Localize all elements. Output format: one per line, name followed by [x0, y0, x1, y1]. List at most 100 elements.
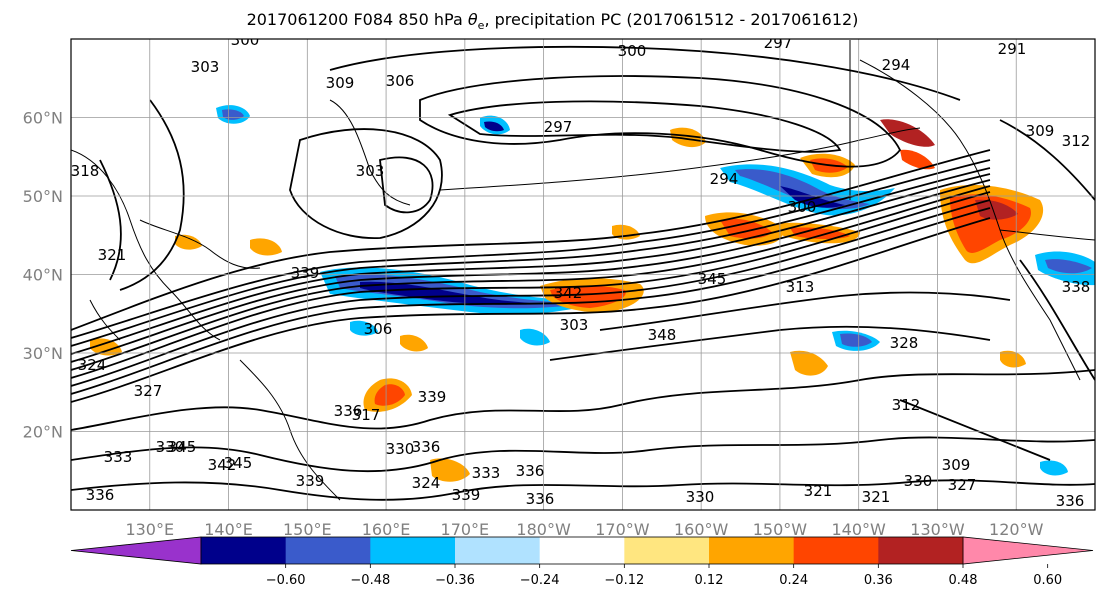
colorbar-frame: [200, 536, 964, 565]
longitude-label: 130°E: [125, 520, 174, 539]
colorbar-swatch: [878, 537, 964, 564]
contour-label: 336: [526, 490, 555, 508]
longitude-label: 120°W: [989, 520, 1044, 539]
contour-label: 297: [544, 118, 573, 136]
map-title: 2017061200 F084 850 hPa θe, precipitatio…: [246, 10, 859, 33]
contour-label: 339: [452, 486, 481, 504]
contour-label: 339: [291, 264, 320, 282]
contour-label: 328: [890, 334, 919, 352]
longitude-label: 160°E: [362, 520, 411, 539]
colorbar-tick-label: 0.36: [864, 573, 893, 588]
contour-label: 309: [1026, 122, 1055, 140]
longitude-label: 170°E: [441, 520, 490, 539]
contour-label: 336: [86, 486, 115, 504]
contour-label: 333: [472, 464, 501, 482]
contour-label: 348: [648, 326, 677, 344]
colorbar-tick-label: −0.36: [435, 573, 475, 588]
colorbar-swatch: [539, 537, 625, 564]
coastlines: [71, 40, 1095, 501]
colorbar-tick-label: 0.24: [779, 573, 808, 588]
contour-label: 324: [78, 356, 107, 374]
contour-label: 330: [156, 438, 185, 456]
contour-label: 342: [554, 284, 583, 302]
latitude-label: 60°N: [23, 109, 63, 128]
colorbar-swatch: [285, 537, 371, 564]
longitude-label: 140°E: [204, 520, 253, 539]
contour-label: 300: [231, 31, 260, 49]
contour-label: 330: [904, 472, 933, 490]
contour-label: 336: [1056, 492, 1085, 510]
colorbar-tick-label: −0.48: [350, 573, 390, 588]
contour-label: 338: [1062, 278, 1091, 296]
map-frame: [70, 38, 1096, 511]
contour-label: 321: [804, 482, 833, 500]
longitude-label: 160°W: [674, 520, 729, 539]
contour-label: 345: [224, 454, 253, 472]
contour-label: 306: [364, 320, 393, 338]
gridlines: [71, 39, 1095, 510]
contour-label: 309: [942, 456, 971, 474]
contour-label: 312: [892, 396, 921, 414]
contour-label: 321: [98, 246, 127, 264]
contour-label: 345: [698, 270, 727, 288]
contour-label: 330: [686, 488, 715, 506]
colorbar-tick-label: 0.48: [949, 573, 978, 588]
contour-label: 339: [296, 472, 325, 490]
contour-label: 333: [104, 448, 133, 466]
longitude-labels: 130°E 140°E 150°E 160°E 170°E 180°W 170°W 160°W…: [125, 520, 1043, 539]
longitude-label: 150°E: [283, 520, 332, 539]
contour-label: 345: [168, 438, 197, 456]
latitude-label: 20°N: [23, 423, 63, 442]
contour-label: 303: [560, 316, 589, 334]
latitude-label: 30°N: [23, 344, 63, 363]
contour-label: 300: [618, 42, 647, 60]
longitude-label: 150°W: [753, 520, 808, 539]
colorbar-swatch: [455, 537, 541, 564]
latitude-labels: 60°N 50°N 40°N 30°N 20°N: [23, 109, 63, 442]
colorbar-swatch: [793, 537, 879, 564]
contour-label: 318: [71, 162, 100, 180]
colorbar-tick-label: −0.60: [266, 573, 306, 588]
contour-label: 330: [386, 440, 415, 458]
contour-label: 336: [412, 438, 441, 456]
contour-label: 309: [326, 74, 355, 92]
colorbar-swatch: [709, 537, 795, 564]
contour-label: 339: [418, 388, 447, 406]
contour-label: 300: [788, 198, 817, 216]
contour-label: 297: [764, 34, 793, 52]
latitude-label: 50°N: [23, 187, 63, 206]
contour-label: 306: [386, 72, 415, 90]
longitude-label: 140°W: [832, 520, 887, 539]
map-content: 300 303 309 306 300 297 291 294 297 303 294 300 309 3…: [71, 31, 1095, 510]
colorbar-tick-label: 0.12: [695, 573, 724, 588]
contour-labels: 300 303 309 306 300 297 291 294 297 303 294 300 309 3…: [71, 31, 1091, 510]
longitude-label: 170°W: [595, 520, 650, 539]
contour-label: 317: [352, 406, 381, 424]
theta-e-contours: [71, 45, 1095, 501]
colorbar-swatch: [624, 537, 710, 564]
colorbar-tick-label: −0.24: [520, 573, 560, 588]
colorbar-extend-low: [70, 536, 202, 565]
contour-label: 327: [948, 476, 977, 494]
contour-label: 291: [998, 40, 1027, 58]
latitude-label: 40°N: [23, 266, 63, 285]
longitude-label: 130°W: [910, 520, 965, 539]
contour-label: 303: [191, 58, 220, 76]
colorbar-extend-high: [962, 536, 1094, 565]
contour-label: 336: [334, 402, 363, 420]
contour-label: 294: [710, 170, 739, 188]
contour-label: 342: [208, 456, 237, 474]
colorbar: −0.60 −0.48 −0.36 −0.24 −0.12 0.12 0.24 0.36 0.4…: [70, 536, 1094, 588]
colorbar-swatch: [201, 537, 287, 564]
contour-label: 321: [862, 488, 891, 506]
colorbar-tick-label: 0.60: [1033, 573, 1062, 588]
longitude-label: 180°W: [516, 520, 571, 539]
colorbar-tick-label: −0.12: [604, 573, 644, 588]
contour-label: 336: [516, 462, 545, 480]
contour-label: 313: [786, 278, 815, 296]
contour-label: 312: [1062, 132, 1091, 150]
contour-label: 327: [134, 382, 163, 400]
contour-label: 303: [356, 162, 385, 180]
colorbar-swatch: [370, 537, 456, 564]
